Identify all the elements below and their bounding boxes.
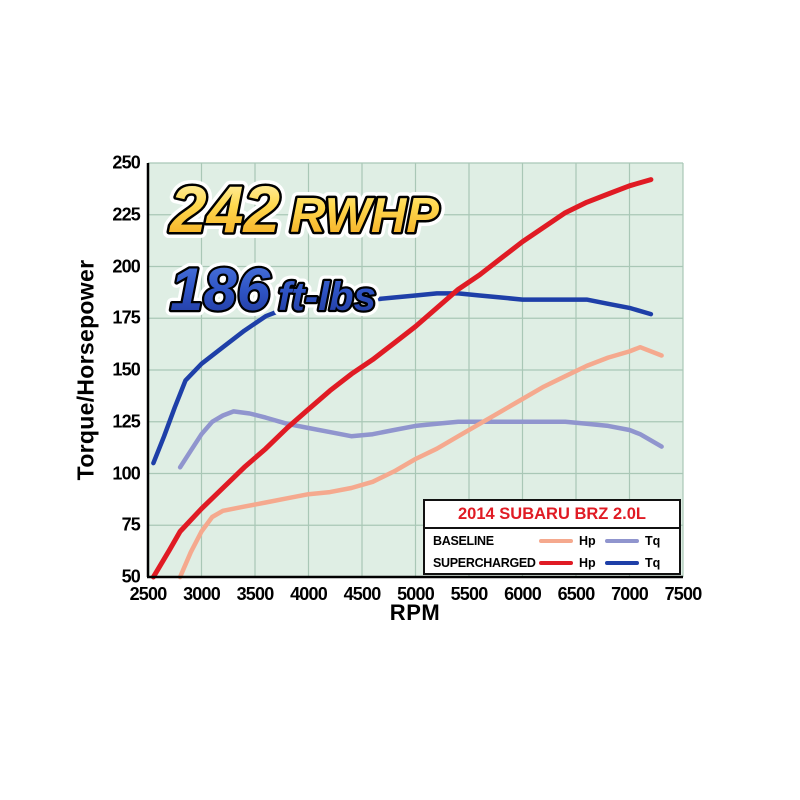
legend-row-supercharged: SUPERCHARGED Hp Tq <box>425 551 679 573</box>
baseline-tq-swatch <box>605 539 639 543</box>
y-tick-label: 175 <box>112 307 140 328</box>
y-tick-label: 200 <box>112 256 140 276</box>
y-axis-title: Torque/Horsepower <box>72 259 99 481</box>
x-tick-label: 5500 <box>450 584 489 604</box>
x-tick-label: 7000 <box>611 584 649 604</box>
supercharged-tq-swatch <box>605 561 639 565</box>
y-tick-label: 250 <box>112 152 140 173</box>
legend-label-baseline: BASELINE <box>433 534 494 548</box>
legend-supercharged-tq-label: Tq <box>645 556 661 570</box>
legend-baseline-tq-label: Tq <box>645 534 661 548</box>
x-tick-label: 4500 <box>343 584 382 604</box>
y-tick-label: 75 <box>121 514 141 535</box>
dyno-plot <box>146 162 684 580</box>
x-tick-label: 6500 <box>557 584 596 604</box>
y-tick-label: 125 <box>112 411 140 432</box>
plot-area: 2014 SUBARU BRZ 2.0L BASELINE Hp Tq SUPE… <box>112 153 702 605</box>
y-tick-label: 50 <box>121 566 141 587</box>
baseline-hp-swatch <box>539 539 573 543</box>
x-tick-label: 3000 <box>183 584 221 604</box>
x-tick-label: 7500 <box>664 584 703 604</box>
x-tick-label: 3500 <box>236 584 275 604</box>
legend-supercharged-hp-label: Hp <box>579 556 596 570</box>
legend: 2014 SUBARU BRZ 2.0L BASELINE Hp Tq SUPE… <box>423 499 681 575</box>
x-tick-label: 6000 <box>504 584 542 604</box>
x-tick-label: 5000 <box>397 584 435 604</box>
x-tick-label: 2500 <box>129 584 168 604</box>
series-line-supercharged-hp <box>150 177 654 580</box>
supercharged-hp-swatch <box>539 561 573 565</box>
y-tick-label: 100 <box>112 463 140 483</box>
legend-label-supercharged: SUPERCHARGED <box>433 556 536 570</box>
x-tick-label: 4000 <box>290 584 328 604</box>
x-axis-title: RPM <box>389 600 441 625</box>
y-tick-label: 225 <box>112 204 140 225</box>
legend-title: 2014 SUBARU BRZ 2.0L <box>425 501 679 529</box>
series-line-baseline-tq <box>177 409 664 470</box>
y-tick-label: 150 <box>112 359 140 380</box>
series-line-baseline-hp <box>177 344 664 580</box>
series-line-supercharged-tq <box>151 291 654 466</box>
legend-row-baseline: BASELINE Hp Tq <box>425 529 679 551</box>
legend-baseline-hp-label: Hp <box>579 534 596 548</box>
